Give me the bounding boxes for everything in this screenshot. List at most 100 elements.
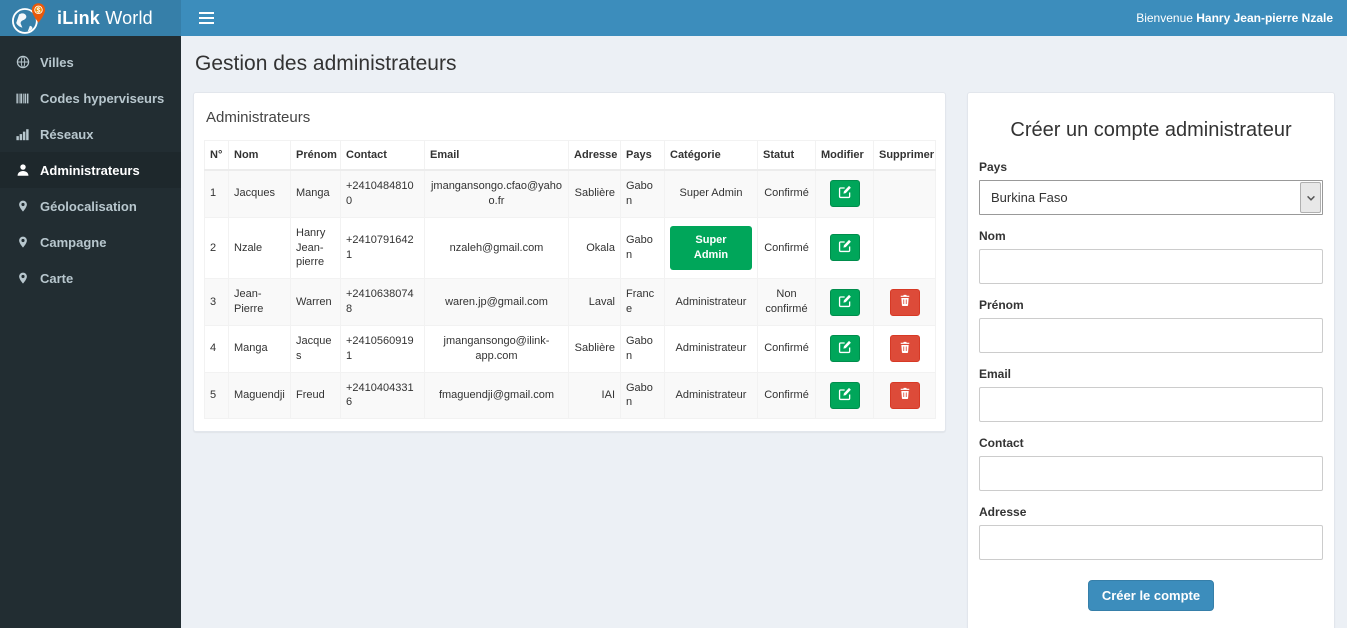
column-header-10: Supprimer xyxy=(873,140,936,171)
edit-button[interactable] xyxy=(829,381,860,409)
email-input[interactable] xyxy=(979,387,1323,422)
column-header-6: Pays xyxy=(620,140,665,171)
cell-num: 2 xyxy=(204,216,229,280)
cell-modifier xyxy=(815,216,874,280)
column-header-0: N° xyxy=(204,140,229,171)
contact-input-label: Contact xyxy=(979,436,1024,450)
svg-text:$: $ xyxy=(37,7,41,14)
super-admin-badge[interactable]: Super Admin xyxy=(670,226,752,270)
cell-supprimer xyxy=(873,371,936,420)
cell-contact: +24104848100 xyxy=(340,169,425,218)
cell-nom: Maguendji xyxy=(228,371,291,420)
cell-statut: Confirmé xyxy=(757,216,816,280)
chevron-down-icon xyxy=(1300,182,1321,213)
cell-categorie: Administrateur xyxy=(664,278,758,326)
administrators-panel: Administrateurs N° Nom Prénom Contact Email A… xyxy=(193,92,946,433)
administrators-panel-title: Administrateurs xyxy=(206,109,311,126)
edit-button[interactable] xyxy=(829,180,860,208)
cell-nom: Nzale xyxy=(228,216,291,280)
cell-contact: +24106380748 xyxy=(340,278,425,326)
map-marker-icon xyxy=(15,271,30,285)
cell-pays: France xyxy=(620,278,665,326)
delete-button[interactable] xyxy=(889,335,920,363)
contact-input[interactable] xyxy=(979,456,1323,491)
column-header-8: Statut xyxy=(757,140,816,171)
cell-email: fmaguendji@gmail.com xyxy=(424,371,569,420)
cell-adresse: Sablière xyxy=(568,324,621,373)
cell-num: 5 xyxy=(204,371,229,420)
cell-contact: +24107916421 xyxy=(340,216,425,280)
cell-email: jmangansongo.cfao@yahoo.fr xyxy=(424,169,569,218)
sidebar-item-villes[interactable]: Villes xyxy=(0,44,181,80)
edit-icon xyxy=(838,340,852,357)
globe-icon xyxy=(15,55,30,69)
cell-prenom: Freud xyxy=(290,371,341,420)
cell-modifier xyxy=(815,169,874,218)
cell-statut: Confirmé xyxy=(757,324,816,373)
cell-prenom: Warren xyxy=(290,278,341,326)
sidebar-item-codes-hyperviseurs[interactable]: Codes hyperviseurs xyxy=(0,80,181,116)
ilink-globe-logo-icon: $ xyxy=(10,2,48,35)
map-marker-icon xyxy=(15,235,30,249)
adresse-input[interactable] xyxy=(979,525,1323,560)
barcode-icon xyxy=(15,92,30,105)
cell-pays: Gabon xyxy=(620,216,665,280)
column-header-1: Nom xyxy=(228,140,291,171)
column-header-4: Email xyxy=(424,140,569,171)
cell-pays: Gabon xyxy=(620,324,665,373)
edit-icon xyxy=(838,387,852,404)
cell-supprimer xyxy=(873,324,936,373)
cell-supprimer xyxy=(873,169,936,218)
sidebar: Villes Codes hyperviseurs Réseaux Administr… xyxy=(0,36,181,628)
delete-button[interactable] xyxy=(889,381,920,409)
cell-modifier xyxy=(815,371,874,420)
cell-email: waren.jp@gmail.com xyxy=(424,278,569,326)
cell-pays: Gabon xyxy=(620,169,665,218)
cell-num: 1 xyxy=(204,169,229,218)
edit-button[interactable] xyxy=(829,234,860,262)
brand[interactable]: $ iLink World xyxy=(0,0,181,36)
email-input-label: Email xyxy=(979,367,1012,381)
brand-text: iLink World xyxy=(57,7,153,28)
pays-select-label: Pays xyxy=(979,160,1008,174)
sidebar-item-campagne[interactable]: Campagne xyxy=(0,224,181,260)
map-marker-icon xyxy=(15,199,30,213)
cell-adresse: Sablière xyxy=(568,169,621,218)
sidebar-item-administrateurs[interactable]: Administrateurs xyxy=(0,152,181,188)
cell-contact: +24105609191 xyxy=(340,324,425,373)
edit-button[interactable] xyxy=(829,335,860,363)
sidebar-item-carte[interactable]: Carte xyxy=(0,260,181,296)
delete-button[interactable] xyxy=(889,288,920,316)
cell-pays: Gabon xyxy=(620,371,665,420)
create-account-button[interactable]: Créer le compte xyxy=(1087,580,1215,611)
column-header-7: Catégorie xyxy=(664,140,758,171)
cell-modifier xyxy=(815,278,874,326)
sidebar-toggle-button[interactable] xyxy=(195,6,218,30)
sidebar-item-geolocalisation[interactable]: Géolocalisation xyxy=(0,188,181,224)
cell-num: 3 xyxy=(204,278,229,326)
cell-prenom: Manga xyxy=(290,169,341,218)
edit-button[interactable] xyxy=(829,288,860,316)
column-header-3: Contact xyxy=(340,140,425,171)
cell-email: jmangansongo@ilink-app.com xyxy=(424,324,569,373)
sidebar-item-reseaux[interactable]: Réseaux xyxy=(0,116,181,152)
edit-icon xyxy=(838,185,852,202)
main-content: Gestion des administrateurs Administrate… xyxy=(181,36,1347,628)
cell-supprimer xyxy=(873,278,936,326)
cell-contact: +24104043316 xyxy=(340,371,425,420)
cell-categorie: Administrateur xyxy=(664,371,758,420)
table-row: 4 Manga Jacques +24105609191 jmangansongo@il… xyxy=(204,324,936,373)
cell-adresse: Laval xyxy=(568,278,621,326)
cell-modifier xyxy=(815,324,874,373)
cell-num: 4 xyxy=(204,324,229,373)
table-row: 5 Maguendji Freud +24104043316 fmaguendji@gm… xyxy=(204,371,936,420)
user-icon xyxy=(15,163,30,177)
prenom-input[interactable] xyxy=(979,318,1323,353)
cell-categorie: Super Admin xyxy=(664,169,758,218)
nom-input-label: Nom xyxy=(979,229,1006,243)
nom-input[interactable] xyxy=(979,249,1323,284)
selected-option: Burkina Faso xyxy=(991,190,1068,205)
pays-select[interactable]: Burkina Faso xyxy=(979,180,1323,215)
table-row: 1 Jacques Manga +24104848100 jmangansongo.cf… xyxy=(204,169,936,218)
cell-categorie: Administrateur xyxy=(664,324,758,373)
